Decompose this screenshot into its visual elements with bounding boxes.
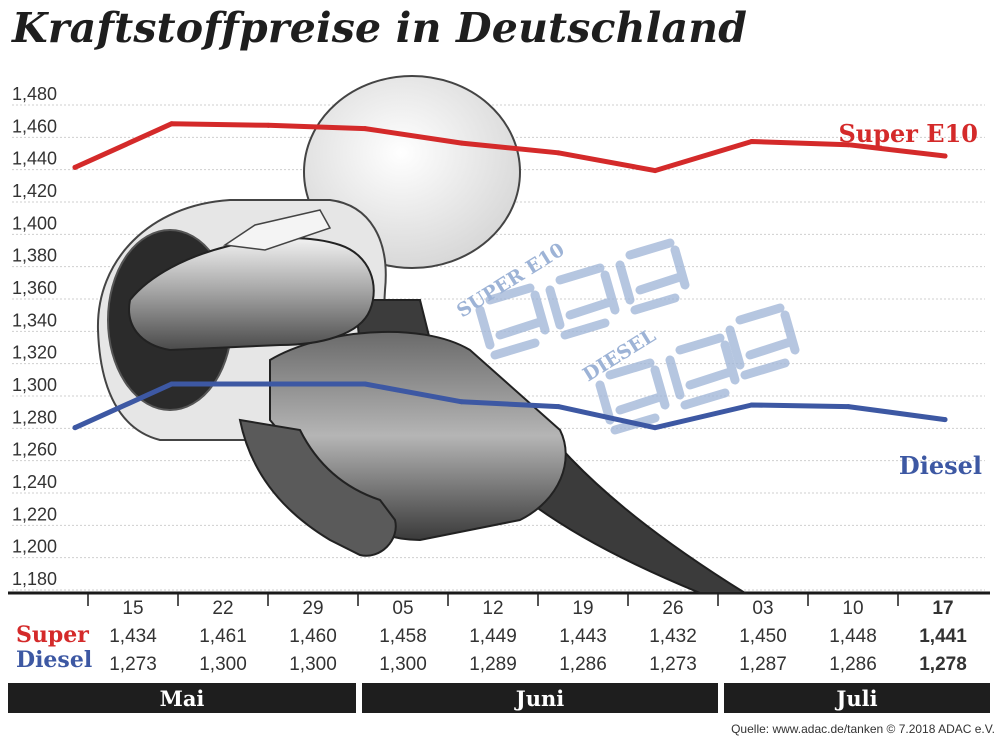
series-line-diesel (72, 381, 948, 431)
data-point (942, 153, 948, 159)
y-tick-label: 1,320 (12, 343, 57, 363)
value-cell: 1,434 (109, 626, 157, 647)
value-cell: 1,300 (379, 654, 427, 675)
row-label-super: Super (16, 622, 89, 648)
value-cell: 1,460 (289, 626, 337, 647)
x-tick-label: 17 (932, 598, 953, 619)
fuel-nozzle-illustration: SUPER E10 DIESEL (96, 75, 800, 594)
data-point (362, 126, 368, 132)
x-tick-label: 19 (572, 598, 593, 619)
data-point (942, 417, 948, 423)
data-point (845, 404, 851, 410)
data-point (169, 121, 175, 127)
series-label-super-e10: Super E10 (838, 119, 978, 148)
data-point (652, 168, 658, 174)
y-tick-label: 1,400 (12, 213, 57, 233)
month-label: Mai (160, 686, 205, 711)
y-tick-label: 1,440 (12, 149, 57, 169)
chart-title: Kraftstoffpreise in Deutschland (12, 4, 748, 52)
y-tick-label: 1,180 (12, 569, 57, 589)
y-tick-label: 1,360 (12, 278, 57, 298)
x-tick-label: 12 (482, 598, 503, 619)
data-point (749, 402, 755, 408)
value-cell: 1,449 (469, 626, 517, 647)
y-tick-label: 1,220 (12, 504, 57, 524)
value-cell: 1,458 (379, 626, 427, 647)
y-tick-label: 1,480 (12, 84, 57, 104)
data-point (845, 142, 851, 148)
y-tick-label: 1,280 (12, 407, 57, 427)
x-tick-label: 26 (662, 598, 683, 619)
y-tick-label: 1,300 (12, 375, 57, 395)
y-tick-label: 1,460 (12, 116, 57, 136)
y-tick-label: 1,420 (12, 181, 57, 201)
y-tick-label: 1,200 (12, 537, 57, 557)
x-tick-label: 29 (302, 598, 323, 619)
value-cell: 1,441 (919, 626, 967, 647)
value-cell: 1,289 (469, 654, 517, 675)
y-tick-label: 1,260 (12, 440, 57, 460)
series-label-diesel: Diesel (899, 451, 982, 480)
data-point (459, 140, 465, 146)
x-tick-label: 03 (752, 598, 773, 619)
month-bar (8, 683, 356, 713)
data-point (652, 425, 658, 431)
value-cell: 1,300 (199, 654, 247, 675)
data-point (169, 381, 175, 387)
x-tick-label: 15 (122, 598, 143, 619)
x-tick-label: 22 (212, 598, 233, 619)
month-bar (362, 683, 718, 713)
y-tick-label: 1,340 (12, 310, 57, 330)
month-bar (724, 683, 990, 713)
value-cell: 1,278 (919, 654, 967, 675)
value-cell: 1,432 (649, 626, 697, 647)
value-cell: 1,287 (739, 654, 787, 675)
row-label-diesel: Diesel (16, 647, 92, 673)
value-cell: 1,448 (829, 626, 877, 647)
month-label: Juni (514, 686, 564, 711)
value-cell: 1,273 (109, 654, 157, 675)
source-credit: Quelle: www.adac.de/tanken © 7.2018 ADAC… (731, 722, 995, 736)
month-label: Juli (834, 686, 877, 711)
data-point (555, 404, 561, 410)
data-point (362, 381, 368, 387)
x-tick-label: 05 (392, 598, 413, 619)
data-point (749, 139, 755, 144)
display-label-diesel: DIESEL (579, 324, 660, 386)
y-tick-label: 1,240 (12, 472, 57, 492)
data-point (265, 381, 271, 387)
value-cell: 1,461 (199, 626, 247, 647)
value-cell: 1,443 (559, 626, 607, 647)
series-line-super-e10 (72, 121, 948, 174)
value-cell: 1,450 (739, 626, 787, 647)
x-tick-label: 10 (842, 598, 863, 619)
value-cell: 1,300 (289, 654, 337, 675)
y-tick-label: 1,380 (12, 246, 57, 266)
data-point (72, 425, 78, 431)
data-point (459, 399, 465, 405)
value-cell: 1,273 (649, 654, 697, 675)
gridlines (8, 104, 990, 595)
value-cell: 1,286 (559, 654, 607, 675)
data-point (265, 122, 271, 128)
value-cell: 1,286 (829, 654, 877, 675)
data-point (555, 150, 561, 156)
data-point (72, 164, 78, 170)
